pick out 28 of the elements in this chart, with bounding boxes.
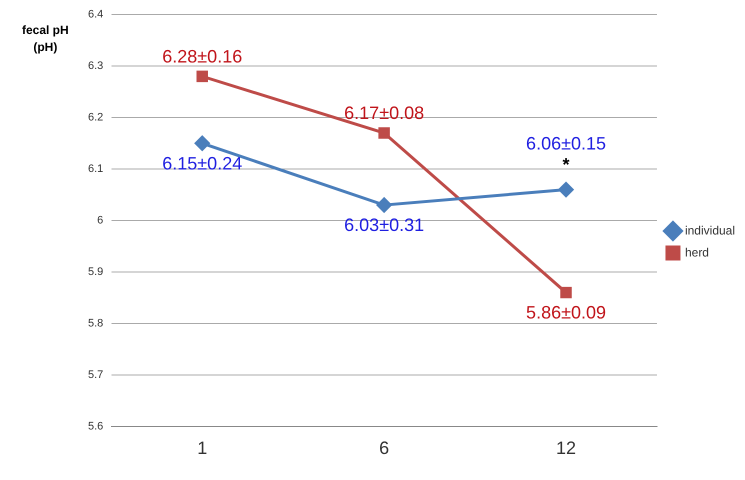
data-label: 6.15±0.24	[162, 153, 242, 174]
x-tick-label: 6	[379, 438, 390, 458]
annotation: *	[562, 154, 570, 175]
point	[194, 136, 210, 151]
point	[558, 182, 574, 198]
point	[376, 198, 392, 213]
data-label: 6.06±0.15	[526, 134, 606, 154]
point	[378, 127, 390, 139]
y-tick-label: 6.1	[88, 163, 104, 176]
y-tick-label: 5.6	[88, 420, 104, 432]
data-label: 6.17±0.08	[344, 102, 424, 123]
data-label: 6.28±0.16	[162, 46, 242, 66]
x-tick-label: 12	[556, 438, 576, 458]
y-tick-label: 5.8	[88, 317, 104, 330]
data-label: 6.03±0.31	[344, 215, 424, 236]
y-tick-label: 6.4	[88, 8, 104, 21]
y-tick-label: 6.2	[88, 112, 104, 124]
legend-label: herd	[684, 245, 709, 260]
y-tick-label: 5.9	[88, 266, 104, 278]
point	[196, 70, 208, 82]
data-label: 5.86±0.09	[526, 302, 606, 323]
x-tick-label: 1	[197, 438, 208, 458]
legend-label: individual	[684, 223, 736, 238]
y-tick-label: 6.3	[88, 60, 104, 72]
y-axis-title: fecal pH (pH)	[22, 22, 69, 56]
y-tick-label: 5.7	[88, 368, 104, 381]
point	[560, 286, 572, 298]
y-tick-label: 6	[97, 214, 104, 227]
